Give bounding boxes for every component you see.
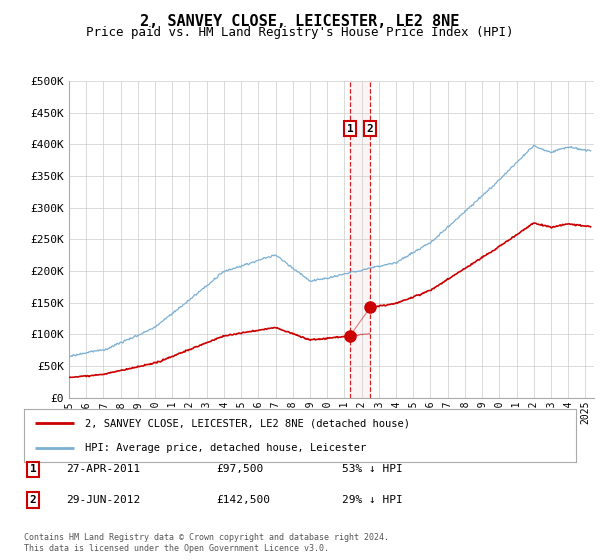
Text: £142,500: £142,500 [216,495,270,505]
Text: Price paid vs. HM Land Registry's House Price Index (HPI): Price paid vs. HM Land Registry's House … [86,26,514,39]
Text: £97,500: £97,500 [216,464,263,474]
Text: 2: 2 [29,495,37,505]
Text: 1: 1 [347,124,353,134]
Bar [350,81,370,398]
Text: 2, SANVEY CLOSE, LEICESTER, LE2 8NE (detached house): 2, SANVEY CLOSE, LEICESTER, LE2 8NE (det… [85,418,410,428]
Text: 27-APR-2011: 27-APR-2011 [66,464,140,474]
Text: Contains HM Land Registry data © Crown copyright and database right 2024.
This d: Contains HM Land Registry data © Crown c… [24,533,389,553]
Text: HPI: Average price, detached house, Leicester: HPI: Average price, detached house, Leic… [85,442,366,452]
Text: 53% ↓ HPI: 53% ↓ HPI [342,464,403,474]
Text: 1: 1 [29,464,37,474]
Text: 2, SANVEY CLOSE, LEICESTER, LE2 8NE: 2, SANVEY CLOSE, LEICESTER, LE2 8NE [140,14,460,29]
Text: 29-JUN-2012: 29-JUN-2012 [66,495,140,505]
Text: 2: 2 [367,124,374,134]
Text: 29% ↓ HPI: 29% ↓ HPI [342,495,403,505]
